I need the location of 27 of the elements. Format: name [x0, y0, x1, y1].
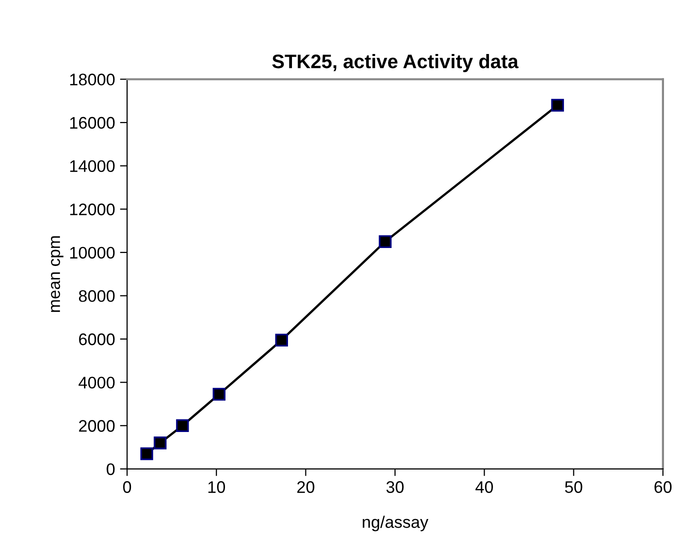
- y-tick-label: 16000: [70, 116, 115, 129]
- point: [176, 419, 189, 432]
- y-tick-label: 0: [106, 463, 115, 476]
- x-tick-label: 50: [565, 481, 582, 493]
- x-tick-label: 20: [297, 481, 314, 493]
- x-axis-title: ng/assay: [362, 516, 428, 532]
- x-tick-label: 40: [475, 481, 493, 493]
- point: [154, 436, 167, 450]
- x-tick-label: 60: [654, 481, 672, 493]
- x-tick-label: 0: [123, 481, 132, 493]
- y-tick-label: 10000: [70, 246, 115, 259]
- point: [378, 235, 392, 248]
- x-tick-label: 30: [386, 481, 404, 493]
- y-tick-label: 12000: [70, 204, 115, 216]
- point: [140, 447, 154, 460]
- y-tick-label: 4000: [78, 376, 115, 389]
- point: [551, 98, 564, 112]
- point: [275, 334, 288, 347]
- y-tick-label: 8000: [78, 290, 115, 302]
- y-axis-title: mean cpm: [50, 236, 64, 312]
- y-tick-label: 2000: [79, 420, 115, 432]
- y-tick-label: 6000: [79, 333, 115, 346]
- x-tick-label: 10: [208, 481, 226, 493]
- chart-title: STK25, active Activity data: [272, 54, 519, 72]
- y-tick-label: 14000: [70, 160, 115, 172]
- point: [212, 388, 226, 401]
- y-tick-label: 18000: [70, 74, 115, 86]
